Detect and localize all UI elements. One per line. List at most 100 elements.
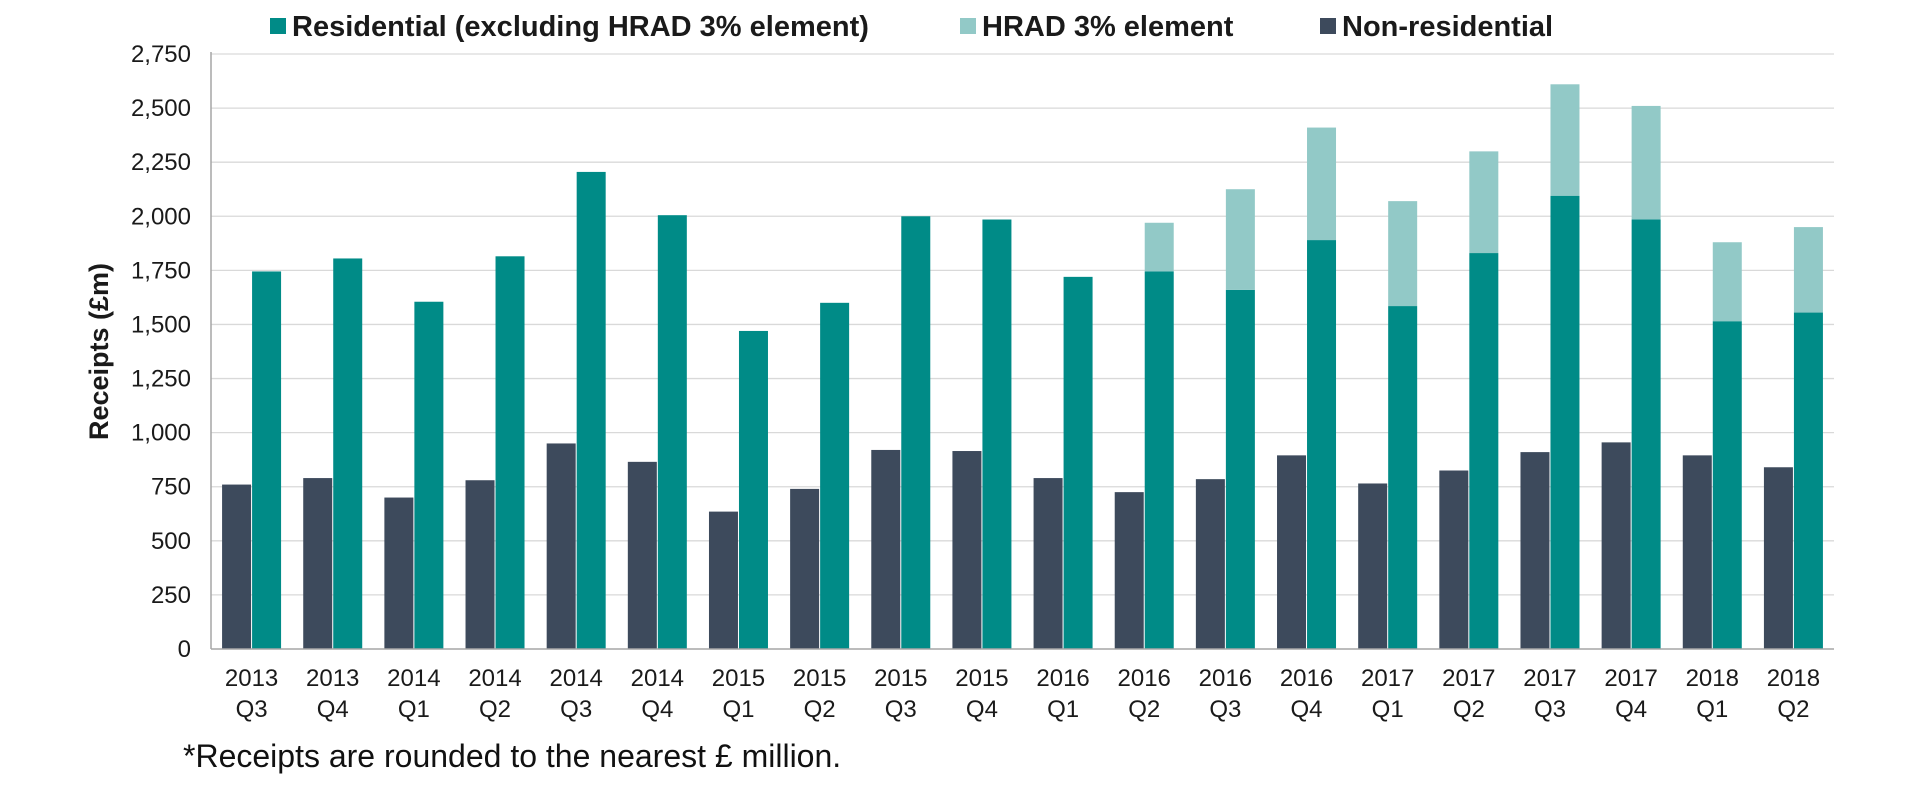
x-tick-label-quarter: Q2 xyxy=(479,696,511,723)
y-tick-label: 2,750 xyxy=(131,41,191,68)
x-tick-label-year: 2016 xyxy=(1118,665,1171,692)
bar-non-residential xyxy=(1277,455,1307,649)
x-tick-label-quarter: Q3 xyxy=(1209,696,1241,723)
x-tick-label-quarter: Q4 xyxy=(317,696,349,723)
x-tick-label-quarter: Q1 xyxy=(722,696,754,723)
bar-residential xyxy=(738,330,768,649)
bar-hrad-3pct xyxy=(1550,84,1580,196)
x-tick-label-year: 2017 xyxy=(1604,665,1657,692)
bar-non-residential xyxy=(871,449,901,649)
bar-non-residential xyxy=(1520,452,1550,649)
bar-hrad-3pct xyxy=(1631,105,1661,220)
bar-series xyxy=(222,84,1823,650)
bar-residential xyxy=(1307,240,1337,649)
x-tick-label-quarter: Q4 xyxy=(1291,696,1323,723)
x-tick-label-quarter: Q3 xyxy=(1534,696,1566,723)
bar-residential xyxy=(576,171,606,649)
bar-non-residential xyxy=(222,484,252,649)
bar-hrad-3pct xyxy=(1144,222,1174,272)
legend-swatch xyxy=(270,18,286,34)
bar-hrad-3pct xyxy=(1793,227,1823,313)
x-tick-label-year: 2014 xyxy=(631,665,684,692)
x-tick-label-quarter: Q2 xyxy=(1128,696,1160,723)
x-tick-label-quarter: Q1 xyxy=(1372,696,1404,723)
bar-non-residential xyxy=(952,451,982,649)
x-tick-label-year: 2013 xyxy=(306,665,359,692)
y-tick-label: 250 xyxy=(151,582,191,609)
axis-labels: 0 250 500 750 1,000 1,250 1,500 1,750 2,000 2,250… xyxy=(84,41,1820,723)
bar-residential xyxy=(1225,289,1255,649)
bar-non-residential xyxy=(1358,483,1388,649)
bar-non-residential xyxy=(1033,478,1063,649)
bar-hrad-3pct xyxy=(1712,242,1742,322)
bar-non-residential xyxy=(1114,492,1144,649)
bar-residential xyxy=(1631,219,1661,649)
y-tick-label: 500 xyxy=(151,528,191,555)
legend-label: Non-residential xyxy=(1342,11,1553,43)
chart-legend: Residential (excluding HRAD 3% element) H… xyxy=(270,11,1553,43)
bar-non-residential xyxy=(303,478,333,649)
x-tick-label-quarter: Q3 xyxy=(236,696,268,723)
x-tick-label-year: 2015 xyxy=(712,665,765,692)
legend-swatch xyxy=(960,18,976,34)
x-tick-label-quarter: Q2 xyxy=(804,696,836,723)
x-tick-label-year: 2017 xyxy=(1523,665,1576,692)
x-tick-label-year: 2017 xyxy=(1361,665,1414,692)
x-tick-label-year: 2018 xyxy=(1686,665,1739,692)
x-tick-label-quarter: Q4 xyxy=(1615,696,1647,723)
y-tick-label: 2,000 xyxy=(131,203,191,230)
x-tick-label-year: 2013 xyxy=(225,665,278,692)
bar-residential xyxy=(1144,271,1174,649)
bar-residential xyxy=(982,219,1012,649)
x-tick-label-year: 2014 xyxy=(468,665,521,692)
y-axis-title: Receipts (£m) xyxy=(84,263,114,440)
bar-non-residential xyxy=(1439,470,1469,649)
bar-hrad-3pct xyxy=(1307,127,1337,241)
x-tick-label-quarter: Q1 xyxy=(1696,696,1728,723)
footnote: *Receipts are rounded to the nearest £ m… xyxy=(183,738,842,774)
bar-non-residential xyxy=(1195,479,1225,649)
y-tick-label: 0 xyxy=(178,636,191,663)
x-tick-label-year: 2015 xyxy=(874,665,927,692)
x-tick-label-quarter: Q4 xyxy=(641,696,673,723)
bar-residential xyxy=(1793,312,1823,649)
gridlines xyxy=(211,53,1834,596)
bar-hrad-3pct xyxy=(1225,189,1255,290)
x-tick-label-quarter: Q2 xyxy=(1453,696,1485,723)
bar-hrad-3pct xyxy=(1469,151,1499,254)
x-tick-label-quarter: Q3 xyxy=(560,696,592,723)
y-tick-label: 1,500 xyxy=(131,311,191,338)
bar-residential xyxy=(1388,306,1418,649)
x-tick-label-quarter: Q4 xyxy=(966,696,998,723)
bar-residential xyxy=(414,301,444,649)
legend-swatch xyxy=(1320,18,1336,34)
x-tick-label-quarter: Q1 xyxy=(398,696,430,723)
x-tick-label-year: 2016 xyxy=(1199,665,1252,692)
x-tick-label-year: 2016 xyxy=(1036,665,1089,692)
bar-non-residential xyxy=(708,511,738,649)
axes xyxy=(210,52,1834,650)
x-tick-label-quarter: Q2 xyxy=(1777,696,1809,723)
y-tick-label: 750 xyxy=(151,474,191,501)
bar-non-residential xyxy=(1763,467,1793,649)
x-tick-label-year: 2014 xyxy=(387,665,440,692)
x-tick-label-quarter: Q3 xyxy=(885,696,917,723)
bar-non-residential xyxy=(1682,455,1712,649)
y-tick-label: 2,250 xyxy=(131,149,191,176)
legend-label: Residential (excluding HRAD 3% element) xyxy=(292,11,869,43)
x-tick-label-year: 2017 xyxy=(1442,665,1495,692)
x-tick-label-year: 2016 xyxy=(1280,665,1333,692)
y-tick-label: 2,500 xyxy=(131,95,191,122)
bar-residential xyxy=(495,256,525,649)
y-tick-label: 1,250 xyxy=(131,366,191,393)
bar-residential xyxy=(901,216,931,650)
x-tick-label-year: 2018 xyxy=(1767,665,1820,692)
bar-residential xyxy=(1712,321,1742,649)
bar-residential xyxy=(333,258,363,649)
bar-residential xyxy=(820,302,850,649)
bar-non-residential xyxy=(465,480,495,649)
y-tick-label: 1,000 xyxy=(131,420,191,447)
x-tick-label-year: 2015 xyxy=(793,665,846,692)
y-tick-label: 1,750 xyxy=(131,257,191,284)
